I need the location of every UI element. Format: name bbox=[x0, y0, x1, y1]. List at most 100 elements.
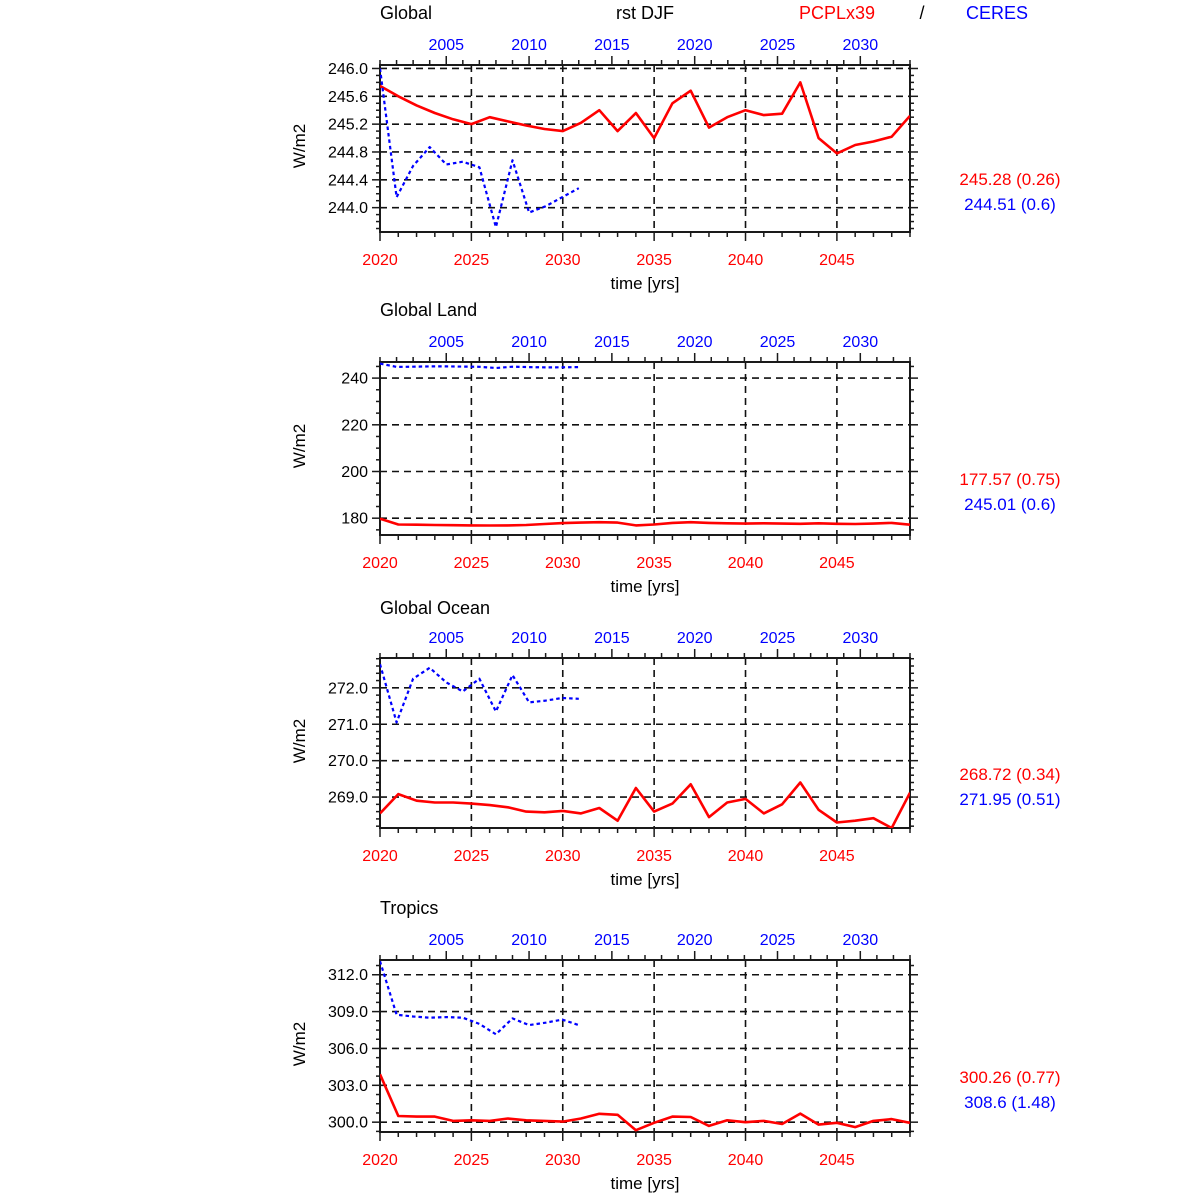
x-tick-label-bottom: 2020 bbox=[362, 252, 398, 269]
x-tick-label-bottom: 2040 bbox=[728, 848, 764, 865]
x-tick-label-bottom: 2040 bbox=[728, 1152, 764, 1169]
x-axis-title-1: time [yrs] bbox=[610, 274, 680, 293]
x-tick-label-top: 2015 bbox=[594, 630, 630, 647]
plot-frame bbox=[379, 959, 911, 1133]
x-tick-label-bottom: 2040 bbox=[728, 252, 764, 269]
model-mean-stat: 177.57 (0.75) bbox=[959, 470, 1061, 489]
panel-title-global-ocean: Global Ocean bbox=[380, 598, 491, 618]
x-tick-label-top: 2030 bbox=[843, 932, 879, 949]
model-mean-stat: 268.72 (0.34) bbox=[959, 765, 1061, 784]
x-tick-label-bottom: 2025 bbox=[454, 555, 490, 572]
x-tick-label-top: 2015 bbox=[594, 334, 630, 351]
x-tick-label-bottom: 2020 bbox=[362, 1152, 398, 1169]
x-tick-label-top: 2025 bbox=[760, 334, 796, 351]
stats-panel-4: 300.26 (0.77) 308.6 (1.48) bbox=[925, 1065, 1095, 1115]
y-tick-label: 272.0 bbox=[328, 680, 368, 697]
y-tick-label: 180 bbox=[341, 511, 368, 528]
panel-3: 2020 2025 2030 2035 2040 2045 2005 2010 2015 2020… bbox=[328, 630, 918, 865]
y-tick-label: 244.4 bbox=[328, 172, 368, 189]
panel-4: 2020 2025 2030 2035 2040 2045 2005 2010 2015 2020… bbox=[328, 932, 918, 1169]
obs-series-line bbox=[380, 960, 580, 1036]
x-tick-label-bottom: 2045 bbox=[819, 555, 855, 572]
model-series-line bbox=[380, 517, 910, 527]
x-tick-label-top: 2005 bbox=[428, 37, 464, 54]
plot-frame bbox=[379, 361, 911, 536]
x-tick-label-bottom: 2035 bbox=[636, 848, 672, 865]
x-tick-label-bottom: 2040 bbox=[728, 555, 764, 572]
x-tick-label-bottom: 2045 bbox=[819, 848, 855, 865]
x-tick-label-top: 2010 bbox=[511, 932, 547, 949]
y-tick-label: 244.8 bbox=[328, 144, 368, 161]
x-tick-label-bottom: 2030 bbox=[545, 848, 581, 865]
x-tick-label-top: 2030 bbox=[843, 630, 879, 647]
y-tick-label: 220 bbox=[341, 417, 368, 434]
x-tick-label-top: 2025 bbox=[760, 630, 796, 647]
model-series-line bbox=[380, 1073, 910, 1132]
x-tick-label-bottom: 2035 bbox=[636, 252, 672, 269]
y-tick-label: 309.0 bbox=[328, 1004, 368, 1021]
x-tick-label-top: 2030 bbox=[843, 37, 879, 54]
stats-panel-1: 245.28 (0.26) 244.51 (0.6) bbox=[925, 167, 1095, 217]
x-axis-title-4: time [yrs] bbox=[610, 1174, 680, 1193]
x-tick-label-top: 2020 bbox=[677, 630, 713, 647]
x-tick-label-top: 2010 bbox=[511, 630, 547, 647]
obs-mean-stat: 271.95 (0.51) bbox=[959, 790, 1061, 809]
run-label: rst DJF bbox=[616, 3, 674, 23]
obs-mean-stat: 245.01 (0.6) bbox=[964, 495, 1056, 514]
separator-slash: / bbox=[919, 3, 925, 23]
x-tick-label-bottom: 2020 bbox=[362, 848, 398, 865]
x-tick-label-top: 2020 bbox=[677, 37, 713, 54]
y-tick-label: 246.0 bbox=[328, 61, 368, 78]
y-tick-label: 303.0 bbox=[328, 1078, 368, 1095]
y-axis-title-4: W/m2 bbox=[290, 1021, 309, 1067]
y-tick-label: 271.0 bbox=[328, 717, 368, 734]
x-tick-label-top: 2010 bbox=[511, 334, 547, 351]
y-tick-label: 245.2 bbox=[328, 117, 368, 134]
x-tick-label-bottom: 2025 bbox=[454, 848, 490, 865]
y-tick-label: 269.0 bbox=[328, 790, 368, 807]
x-tick-label-bottom: 2025 bbox=[454, 1152, 490, 1169]
y-tick-label: 245.6 bbox=[328, 89, 368, 106]
x-tick-label-top: 2025 bbox=[760, 37, 796, 54]
x-tick-label-top: 2005 bbox=[428, 334, 464, 351]
y-tick-label: 270.0 bbox=[328, 753, 368, 770]
y-tick-label: 200 bbox=[341, 464, 368, 481]
y-axis-title-3: W/m2 bbox=[290, 718, 309, 764]
obs-series-line bbox=[380, 68, 580, 229]
obs-name-label: CERES bbox=[965, 3, 1028, 23]
model-series-line bbox=[380, 781, 910, 828]
x-tick-label-top: 2025 bbox=[760, 932, 796, 949]
obs-series-line bbox=[380, 362, 579, 370]
x-tick-label-bottom: 2045 bbox=[819, 252, 855, 269]
x-tick-label-top: 2020 bbox=[677, 932, 713, 949]
stats-panel-2: 177.57 (0.75) 245.01 (0.6) bbox=[925, 467, 1095, 517]
y-tick-label: 240 bbox=[341, 371, 368, 388]
x-tick-label-bottom: 2030 bbox=[545, 252, 581, 269]
obs-mean-stat: 244.51 (0.6) bbox=[964, 195, 1056, 214]
x-tick-label-top: 2015 bbox=[594, 37, 630, 54]
model-name-label: PCPLx39 bbox=[798, 3, 876, 23]
y-tick-label: 306.0 bbox=[328, 1041, 368, 1058]
stats-panel-3: 268.72 (0.34) 271.95 (0.51) bbox=[925, 762, 1095, 812]
x-tick-label-bottom: 2025 bbox=[454, 252, 490, 269]
x-tick-label-top: 2005 bbox=[428, 932, 464, 949]
x-tick-label-top: 2005 bbox=[428, 630, 464, 647]
obs-series-line bbox=[380, 663, 579, 724]
x-tick-label-bottom: 2020 bbox=[362, 555, 398, 572]
panel-title-tropics: Tropics bbox=[380, 898, 439, 918]
x-tick-label-bottom: 2030 bbox=[545, 1152, 581, 1169]
x-tick-label-top: 2010 bbox=[511, 37, 547, 54]
y-tick-label: 312.0 bbox=[328, 967, 368, 984]
x-tick-label-top: 2015 bbox=[594, 932, 630, 949]
panel-2: 2020 2025 2030 2035 2040 2045 2005 2010 2015 2020… bbox=[341, 334, 918, 572]
model-series-line bbox=[380, 81, 910, 155]
model-mean-stat: 245.28 (0.26) bbox=[959, 170, 1061, 189]
panel-title-global-land: Global Land bbox=[380, 300, 478, 320]
panel-title-global: Global bbox=[380, 3, 433, 23]
x-axis-title-3: time [yrs] bbox=[610, 870, 680, 889]
x-tick-label-bottom: 2035 bbox=[636, 555, 672, 572]
y-axis-title-2: W/m2 bbox=[290, 423, 309, 469]
y-tick-label: 244.0 bbox=[328, 200, 368, 217]
